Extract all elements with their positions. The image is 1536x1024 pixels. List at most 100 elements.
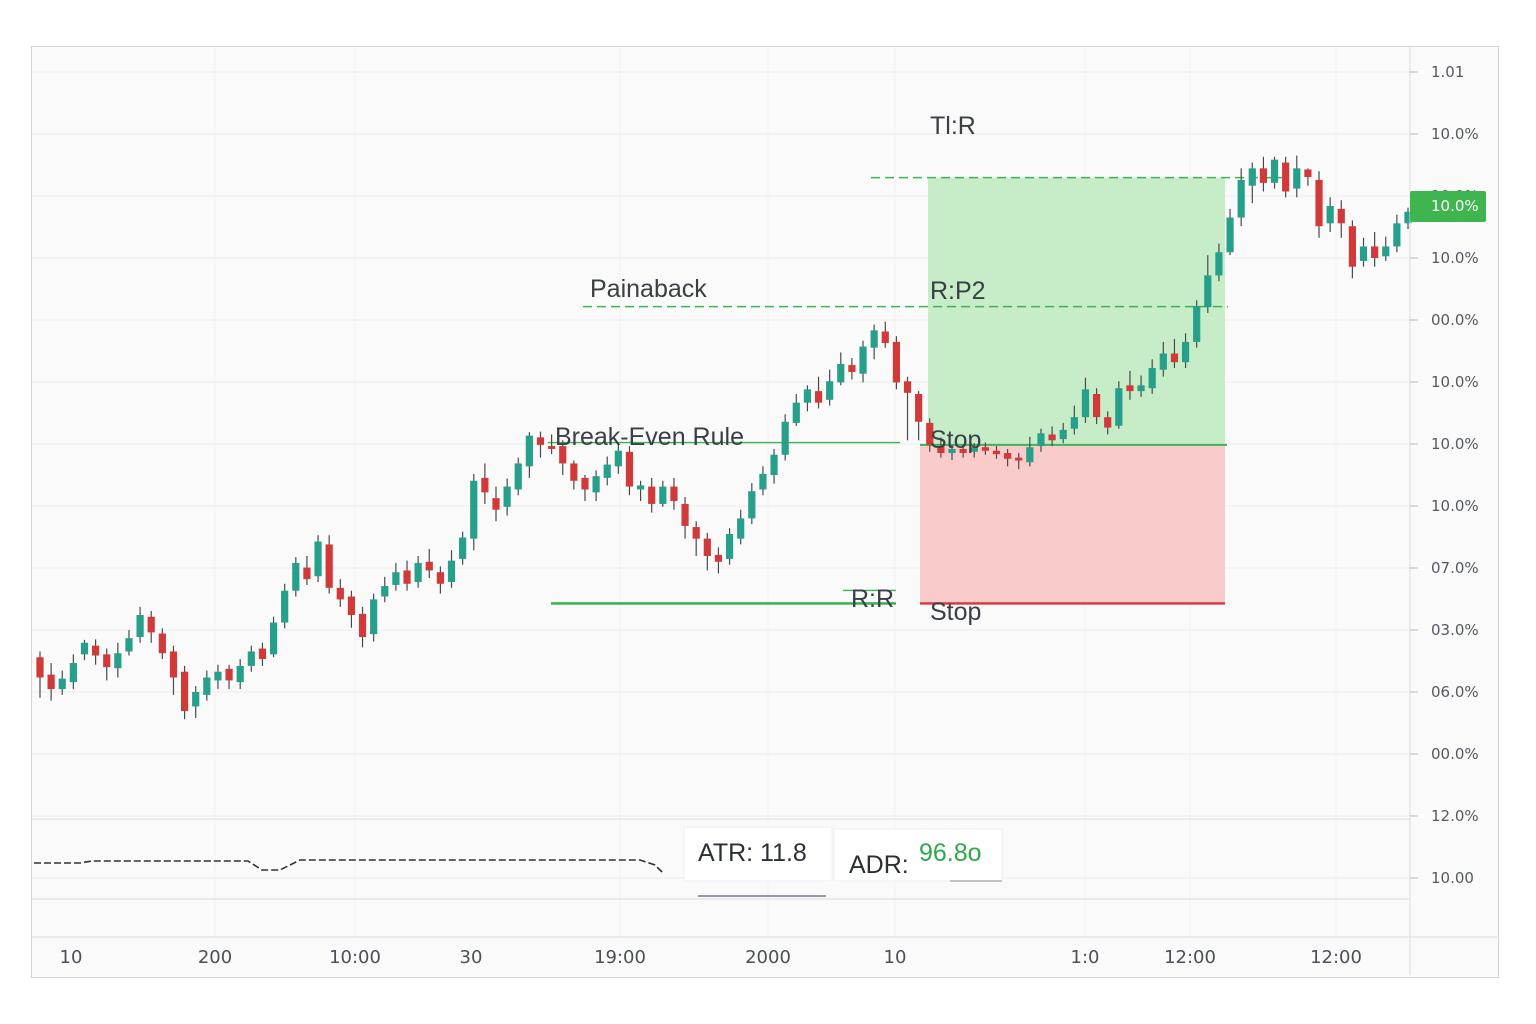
current-price-tag[interactable]: 10.0% — [1410, 191, 1486, 222]
candle-down[interactable] — [180, 671, 189, 712]
candle-up[interactable] — [125, 638, 133, 652]
target-zone[interactable] — [928, 177, 1225, 445]
candle-up[interactable] — [970, 447, 978, 452]
candle-up[interactable] — [1382, 246, 1390, 257]
candle-down[interactable] — [1004, 453, 1012, 459]
candle-down[interactable] — [1282, 162, 1290, 192]
candle-up[interactable] — [1159, 353, 1167, 370]
candle-down[interactable] — [325, 544, 333, 588]
candle-up[interactable] — [659, 486, 667, 504]
candle-down[interactable] — [548, 446, 556, 449]
stop-zone[interactable] — [920, 444, 1225, 604]
candle-up[interactable] — [636, 485, 645, 490]
candle-down[interactable] — [103, 654, 111, 668]
candle-up[interactable] — [603, 464, 611, 478]
candle-up[interactable] — [1293, 168, 1301, 189]
candle-down[interactable] — [303, 567, 311, 580]
candle-up[interactable] — [759, 473, 767, 490]
candle-down[interactable] — [692, 527, 700, 539]
candle-up[interactable] — [1181, 341, 1190, 363]
candle-down[interactable] — [648, 486, 656, 504]
candle-down[interactable] — [169, 651, 178, 678]
candle-down[interactable] — [1170, 353, 1179, 363]
candle-up[interactable] — [136, 615, 144, 637]
candle-up[interactable] — [525, 435, 533, 467]
candle-down[interactable] — [347, 596, 356, 616]
candle-down[interactable] — [848, 365, 856, 373]
candle-up[interactable] — [459, 537, 467, 559]
candle-down[interactable] — [258, 648, 267, 659]
candle-up[interactable] — [370, 599, 378, 635]
candle-down[interactable] — [492, 498, 500, 510]
candle-up[interactable] — [414, 562, 422, 583]
candle-down[interactable] — [1048, 434, 1056, 441]
candle-down[interactable] — [992, 450, 1001, 455]
candle-up[interactable] — [58, 678, 66, 690]
candle-down[interactable] — [814, 391, 823, 403]
candle-up[interactable] — [392, 572, 400, 585]
candle-up[interactable] — [614, 450, 622, 467]
candle-down[interactable] — [681, 503, 689, 526]
candle-down[interactable] — [1315, 179, 1323, 227]
candle-up[interactable] — [1359, 246, 1368, 261]
candle-up[interactable] — [770, 454, 778, 475]
candle-down[interactable] — [47, 674, 55, 690]
candle-up[interactable] — [281, 590, 289, 623]
candle-up[interactable] — [1248, 168, 1256, 186]
candle-down[interactable] — [403, 570, 411, 584]
candle-up[interactable] — [1270, 159, 1279, 183]
candle-up[interactable] — [837, 363, 845, 383]
candle-down[interactable] — [225, 668, 233, 681]
candle-up[interactable] — [80, 642, 89, 655]
candle-up[interactable] — [214, 671, 222, 681]
candle-down[interactable] — [1337, 208, 1345, 224]
candle-up[interactable] — [514, 463, 522, 490]
candle-up[interactable] — [859, 346, 867, 374]
candle-down[interactable] — [714, 554, 723, 562]
candle-down[interactable] — [881, 331, 889, 344]
candle-up[interactable] — [792, 402, 800, 423]
candle-down[interactable] — [436, 572, 444, 584]
candle-up[interactable] — [69, 663, 77, 683]
candle-down[interactable] — [570, 463, 578, 481]
candle-up[interactable] — [592, 476, 600, 493]
candle-up[interactable] — [1070, 417, 1078, 429]
candle-down[interactable] — [926, 422, 934, 445]
candle-up[interactable] — [870, 330, 878, 348]
candle-up[interactable] — [269, 622, 278, 655]
candle-up[interactable] — [826, 381, 834, 400]
candle-down[interactable] — [625, 451, 634, 487]
candle-up[interactable] — [203, 677, 211, 695]
candle-up[interactable] — [314, 541, 322, 577]
candle-up[interactable] — [1226, 217, 1234, 253]
candle-down[interactable] — [915, 394, 923, 422]
candle-down[interactable] — [1259, 168, 1268, 183]
candle-down[interactable] — [1304, 169, 1312, 178]
candle-down[interactable] — [481, 477, 489, 493]
candle-up[interactable] — [114, 653, 122, 669]
candle-up[interactable] — [447, 560, 456, 583]
candle-up[interactable] — [503, 486, 511, 507]
candle-down[interactable] — [1371, 246, 1379, 259]
candle-up[interactable] — [737, 518, 745, 539]
candle-down[interactable] — [903, 381, 912, 393]
candle-down[interactable] — [425, 561, 433, 571]
candle-up[interactable] — [1115, 388, 1123, 426]
candle-up[interactable] — [725, 534, 734, 559]
candle-down[interactable] — [981, 447, 989, 451]
candle-up[interactable] — [247, 651, 255, 666]
candle-down[interactable] — [937, 446, 945, 454]
candle-up[interactable] — [1137, 385, 1145, 392]
candle-down[interactable] — [581, 477, 589, 490]
candle-down[interactable] — [147, 616, 155, 633]
candle-up[interactable] — [1204, 275, 1212, 308]
candle-up[interactable] — [781, 421, 789, 455]
candle-up[interactable] — [1404, 211, 1412, 224]
candle-down[interactable] — [670, 486, 678, 502]
candle-up[interactable] — [470, 480, 478, 539]
candle-down[interactable] — [536, 437, 545, 445]
candle-up[interactable] — [1393, 223, 1401, 247]
candle-down[interactable] — [1126, 385, 1134, 392]
candle-down[interactable] — [1015, 457, 1023, 461]
candle-down[interactable] — [703, 538, 711, 556]
